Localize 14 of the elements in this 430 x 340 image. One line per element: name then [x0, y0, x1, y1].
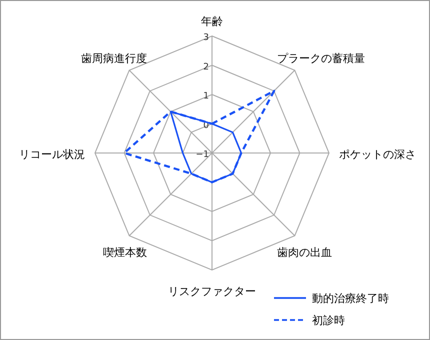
spoke-label: ポケットの深さ [339, 148, 416, 161]
spoke-label: 喫煙本数 [103, 246, 148, 259]
spoke-label: プラークの蓄積量 [276, 52, 365, 66]
y-tick-label: 2 [203, 62, 209, 72]
spoke-label: 年齢 [201, 15, 223, 28]
y-tick-label: −1 [196, 150, 209, 160]
legend-label: 初診時 [312, 314, 345, 327]
spoke-label: 歯肉の出血 [276, 246, 332, 259]
y-tick-label: 3 [203, 33, 209, 43]
spoke-label: リスクファクター [168, 285, 256, 298]
spoke-label: 歯周病進行度 [81, 52, 148, 66]
y-tick-label: 1 [203, 92, 209, 102]
legend-label: 動的治療終了時 [312, 292, 389, 305]
spoke-label: リコール状況 [19, 148, 85, 161]
